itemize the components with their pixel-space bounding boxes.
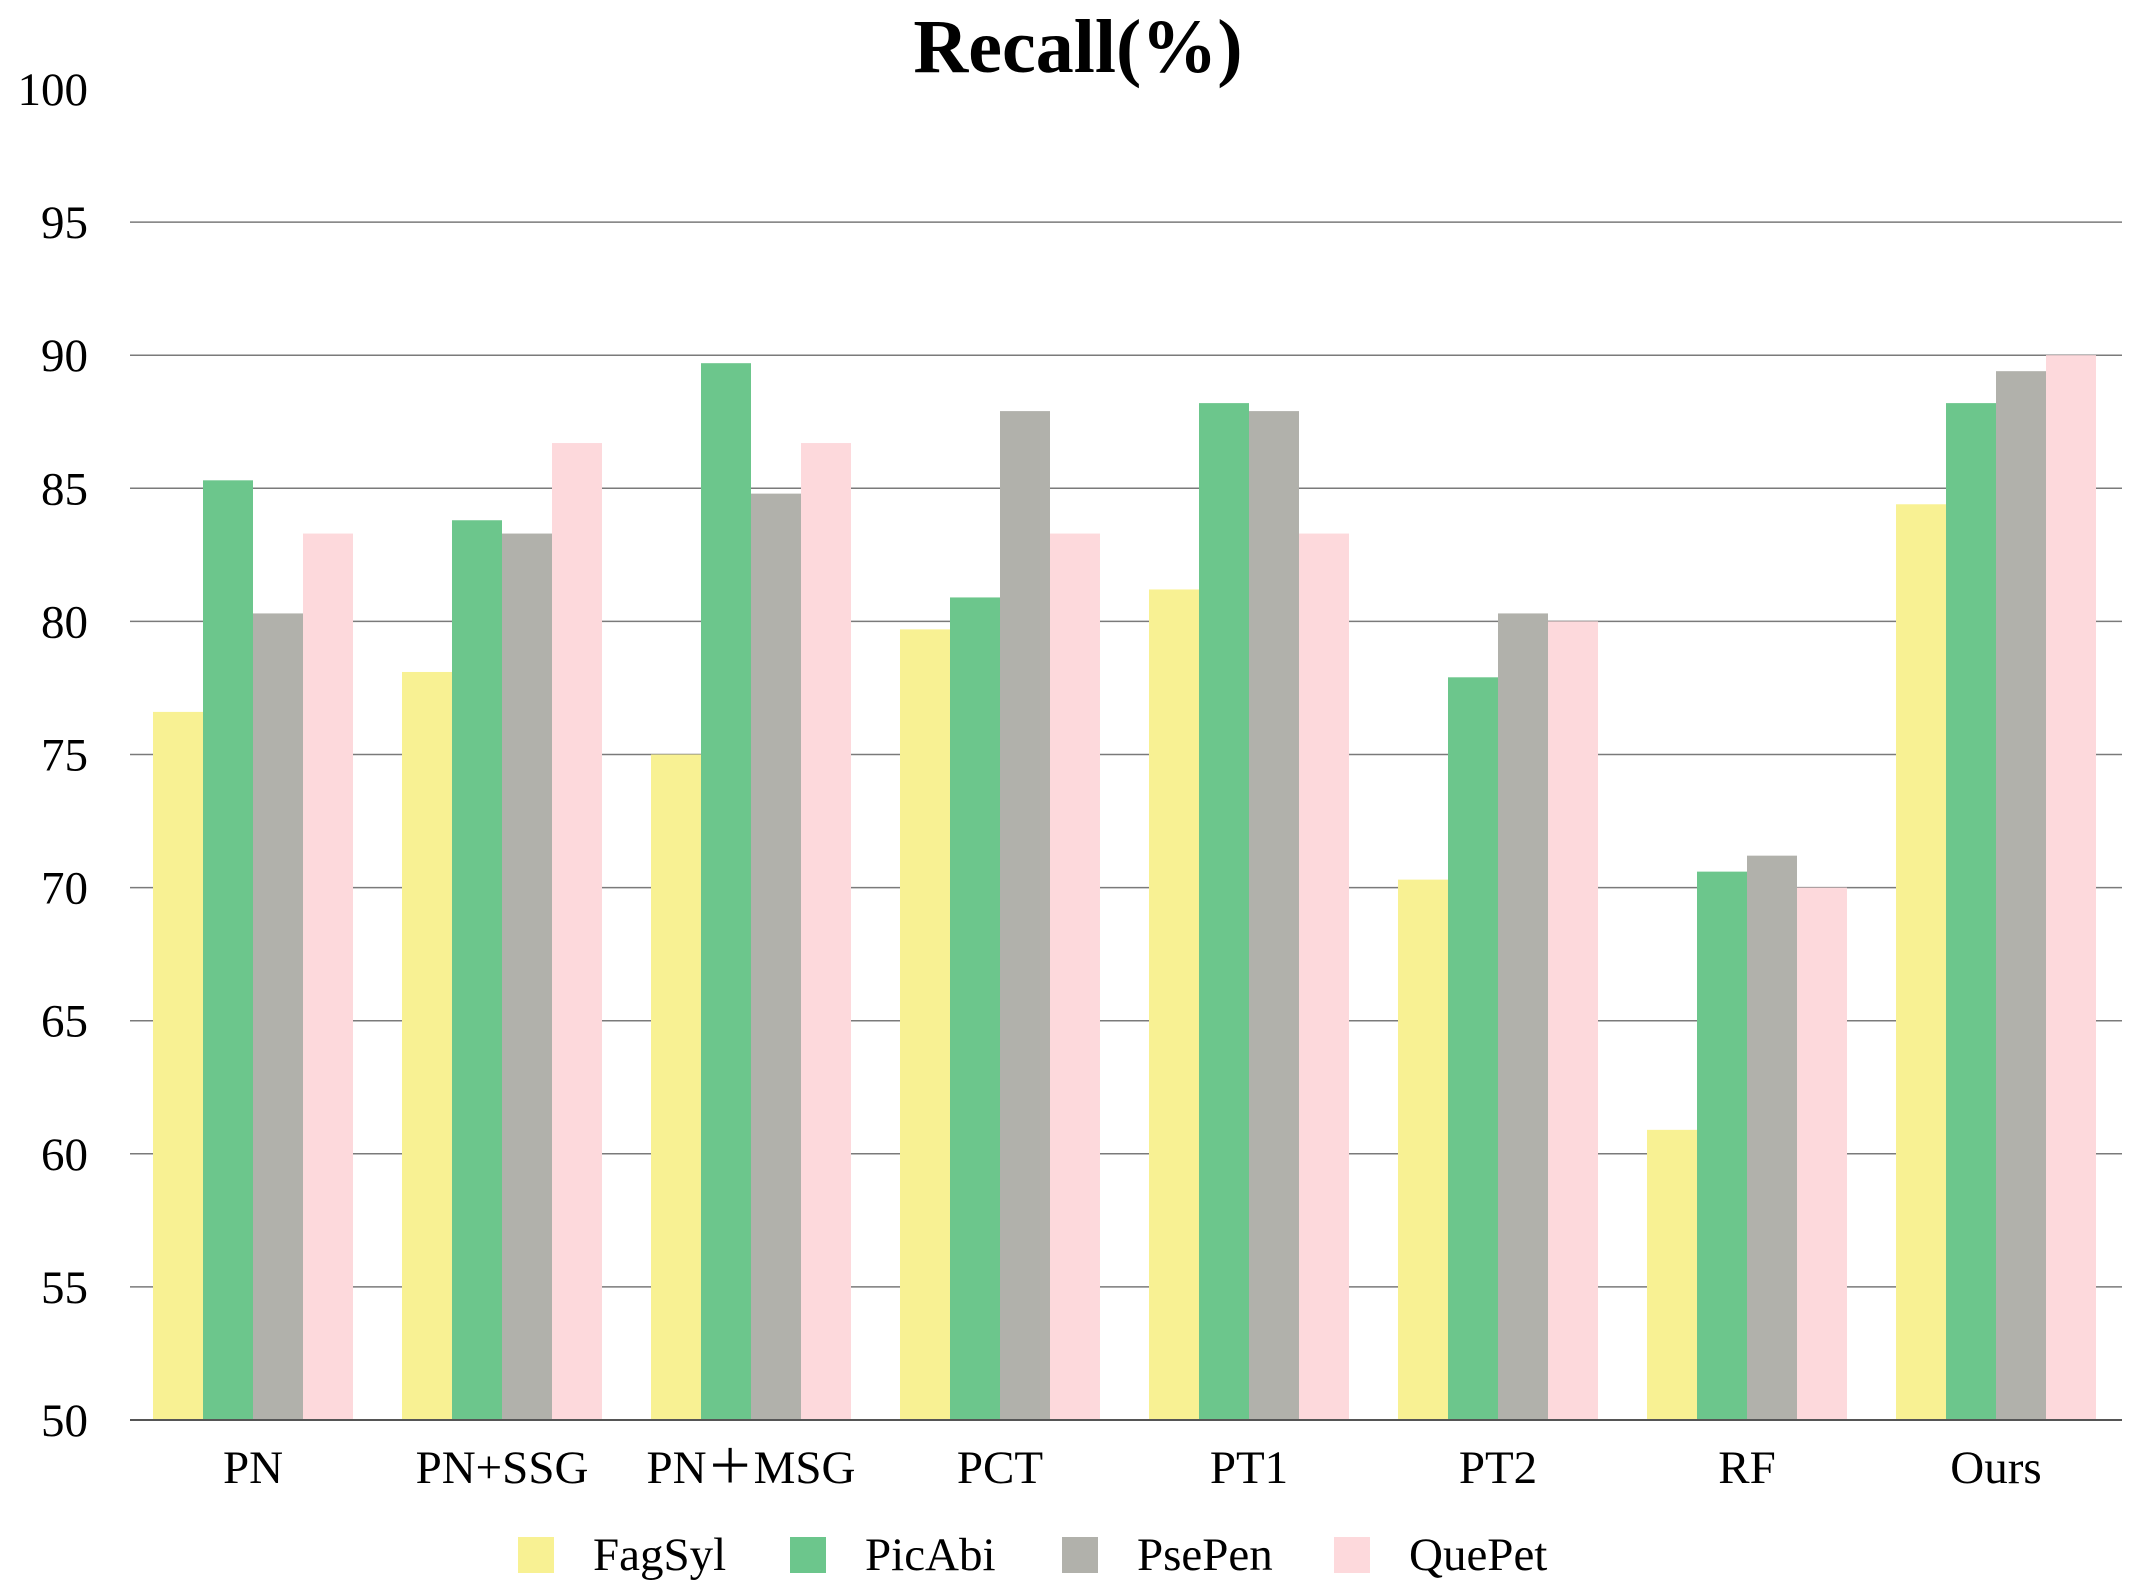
bar-fagsyl-0 xyxy=(153,711,203,1420)
bar-picabi-5 xyxy=(1448,677,1498,1420)
y-tick-label: 100 xyxy=(18,64,89,116)
bar-psepen-6 xyxy=(1747,855,1797,1420)
chart-title: Recall(%) xyxy=(913,5,1242,89)
bar-psepen-1 xyxy=(502,533,552,1420)
bar-fagsyl-1 xyxy=(402,671,452,1420)
bar-picabi-0 xyxy=(203,480,253,1421)
legend-label-psepen: PsePen xyxy=(1137,1529,1273,1581)
bar-psepen-3 xyxy=(1000,411,1050,1420)
y-tick-label: 95 xyxy=(41,197,88,249)
x-tick-label: PN xyxy=(223,1442,283,1494)
bars xyxy=(153,355,2096,1421)
bar-psepen-0 xyxy=(253,613,303,1420)
x-tick-label: PT2 xyxy=(1459,1442,1537,1494)
x-axis-labels: PN PN+SSG PN＋MSG PCT PT1 PT2 RF Ours xyxy=(223,1442,2042,1494)
legend-label-quepet: QuePet xyxy=(1409,1529,1547,1581)
y-tick-label: 85 xyxy=(41,463,88,515)
bar-picabi-3 xyxy=(950,597,1000,1420)
bar-quepet-3 xyxy=(1050,533,1100,1420)
bar-psepen-5 xyxy=(1498,613,1548,1420)
bar-fagsyl-3 xyxy=(900,629,950,1420)
y-tick-label: 60 xyxy=(41,1129,88,1181)
legend-swatch-quepet xyxy=(1334,1537,1370,1573)
legend: FagSyl PicAbi PsePen QuePet xyxy=(518,1529,1547,1581)
bar-quepet-7 xyxy=(2046,355,2096,1421)
legend-swatch-psepen xyxy=(1062,1537,1098,1573)
y-tick-label: 75 xyxy=(41,730,88,782)
bar-quepet-2 xyxy=(801,443,851,1420)
bar-quepet-5 xyxy=(1548,621,1598,1420)
y-tick-label: 50 xyxy=(41,1395,88,1447)
bar-picabi-2 xyxy=(701,363,751,1420)
legend-label-picabi: PicAbi xyxy=(865,1529,996,1581)
bar-picabi-4 xyxy=(1199,403,1249,1421)
bar-fagsyl-7 xyxy=(1896,504,1946,1421)
bar-picabi-7 xyxy=(1946,403,1996,1421)
bar-fagsyl-5 xyxy=(1398,879,1448,1420)
x-tick-label: PCT xyxy=(957,1442,1043,1494)
y-axis-ticks: 50 55 60 65 70 75 80 85 90 95 100 xyxy=(18,64,89,1447)
y-tick-label: 90 xyxy=(41,330,88,382)
bar-quepet-6 xyxy=(1797,887,1847,1420)
y-tick-label: 80 xyxy=(41,596,88,648)
x-tick-label: PT1 xyxy=(1210,1442,1288,1494)
x-tick-label: RF xyxy=(1718,1442,1776,1494)
legend-label-fagsyl: FagSyl xyxy=(593,1529,726,1581)
y-tick-label: 55 xyxy=(41,1262,88,1314)
x-tick-label: PN＋MSG xyxy=(647,1442,856,1494)
y-tick-label: 70 xyxy=(41,863,88,915)
y-tick-label: 65 xyxy=(41,996,88,1048)
legend-swatch-fagsyl xyxy=(518,1537,554,1573)
bar-psepen-7 xyxy=(1996,371,2046,1420)
x-tick-label: PN+SSG xyxy=(416,1442,589,1494)
bar-quepet-4 xyxy=(1299,533,1349,1420)
x-tick-label: Ours xyxy=(1950,1442,2041,1494)
legend-swatch-picabi xyxy=(790,1537,826,1573)
bar-picabi-6 xyxy=(1697,871,1747,1420)
bar-psepen-4 xyxy=(1249,411,1299,1420)
bar-quepet-0 xyxy=(303,533,353,1420)
bar-psepen-2 xyxy=(751,493,801,1420)
bar-quepet-1 xyxy=(552,443,602,1420)
bar-picabi-1 xyxy=(452,520,502,1420)
bar-fagsyl-4 xyxy=(1149,589,1199,1420)
bar-fagsyl-2 xyxy=(651,754,701,1420)
bar-fagsyl-6 xyxy=(1647,1129,1697,1420)
